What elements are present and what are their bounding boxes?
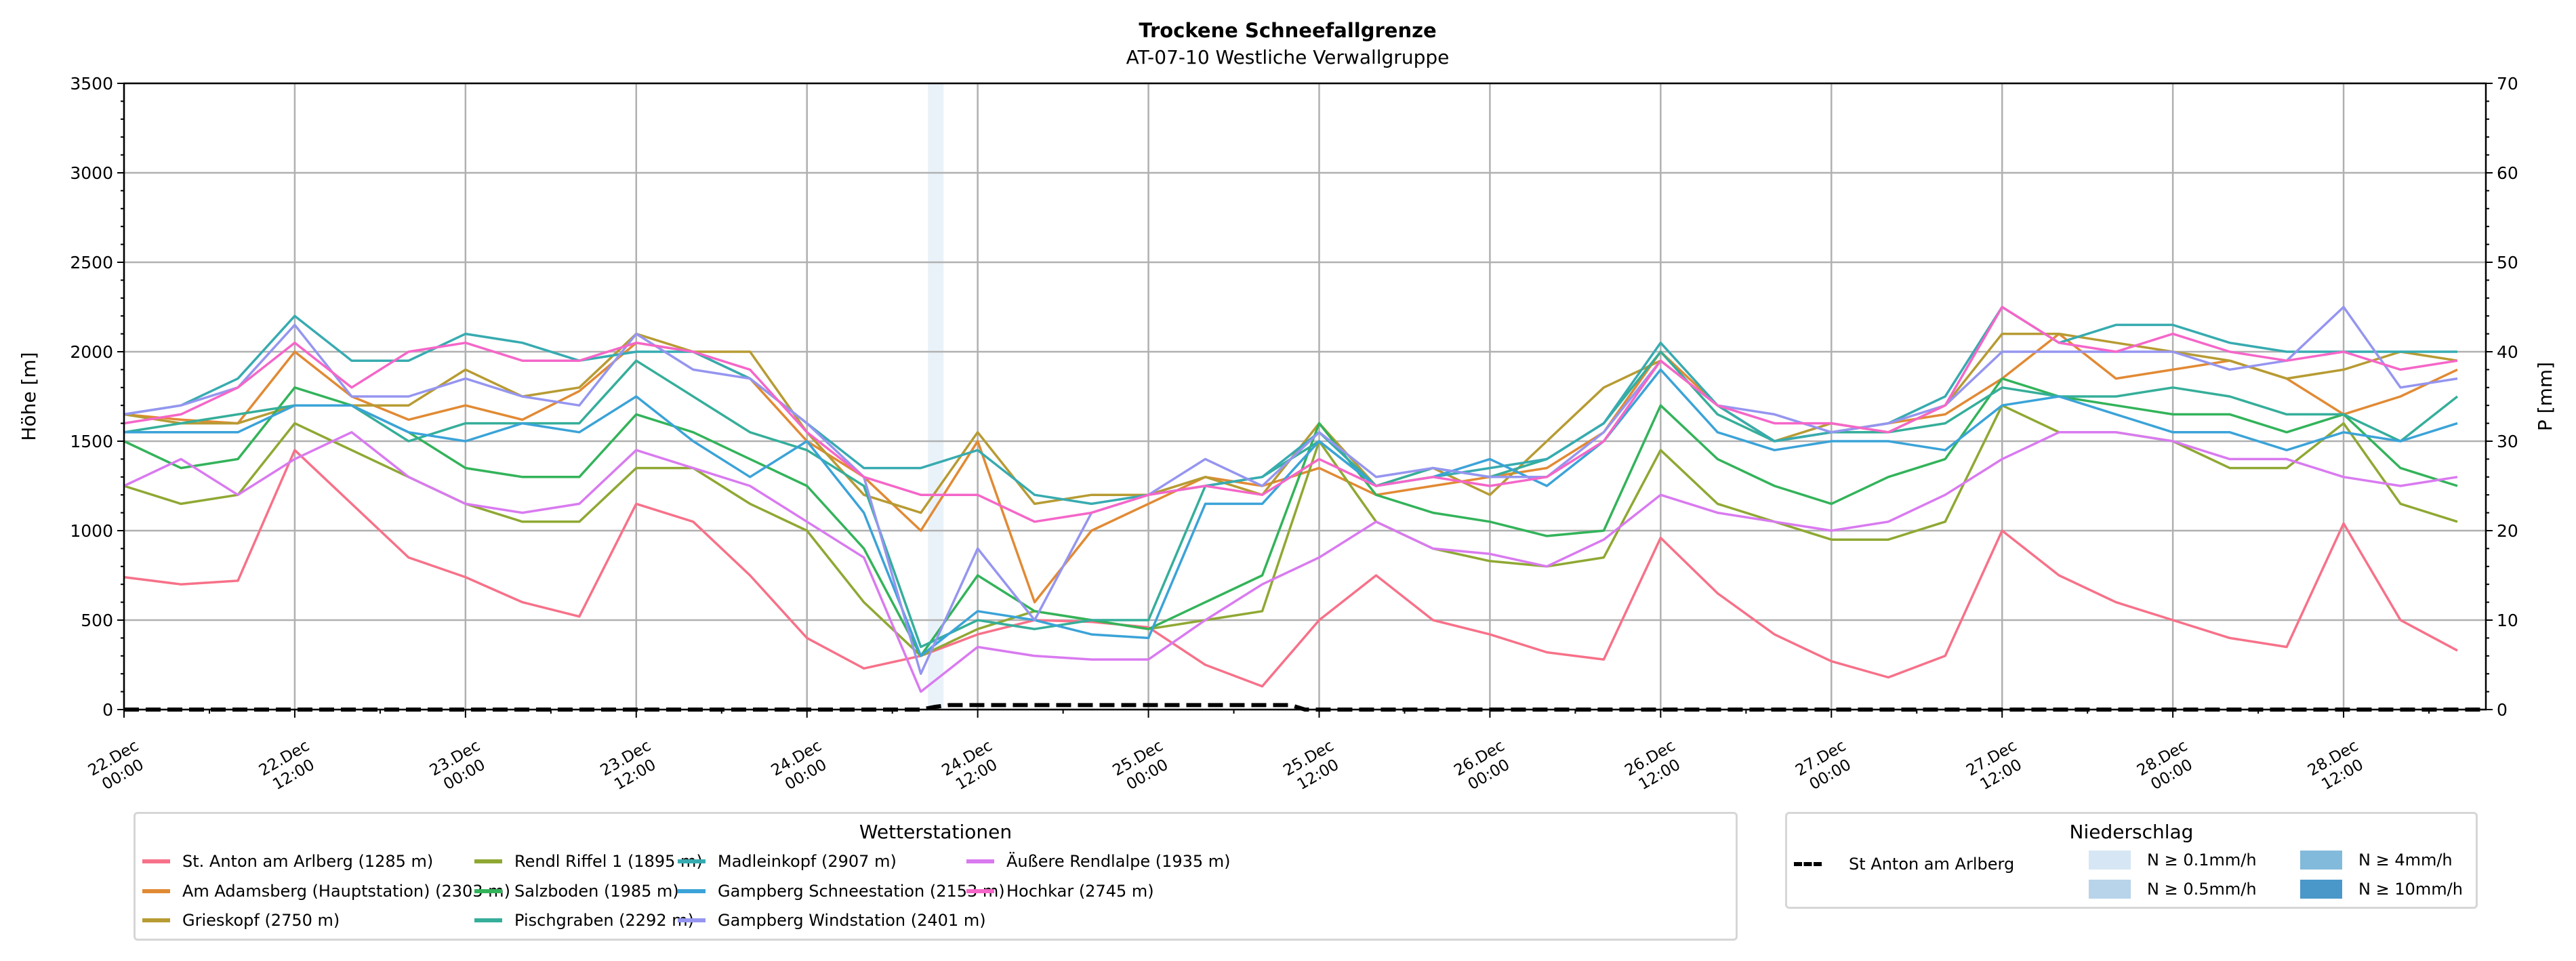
station-legend-item: Gampberg Windstation (2401 m) xyxy=(678,911,986,930)
line-swatch-icon xyxy=(966,859,994,863)
series-line xyxy=(123,377,2458,657)
precip-legend-label: St Anton am Arlberg xyxy=(1849,855,2015,874)
y-right-tick-label: 70 xyxy=(2497,74,2518,94)
station-legend-label: Madleinkopf (2907 m) xyxy=(718,852,897,871)
station-legend-label: Gampberg Schneestation (2153 m) xyxy=(718,882,1005,901)
precip-class-label: N ≥ 0.5mm/h xyxy=(2147,880,2257,899)
series-line xyxy=(124,368,2458,657)
y-tick-label: 0 xyxy=(102,700,113,720)
series-line xyxy=(123,449,2458,688)
station-legend-label: Pischgraben (2292 m) xyxy=(514,911,694,930)
dashed-line-swatch-icon xyxy=(1794,862,1822,866)
plot-frame xyxy=(123,82,2487,711)
precip-class-label: N ≥ 10mm/h xyxy=(2358,880,2463,899)
y-right-tick-label: 20 xyxy=(2497,521,2518,541)
station-legend-label: Gampberg Windstation (2401 m) xyxy=(718,911,986,930)
station-legend-label: St. Anton am Arlberg (1285 m) xyxy=(182,852,434,871)
precip-class-legend-item: N ≥ 0.1mm/h xyxy=(2089,851,2257,870)
series-line xyxy=(123,306,2458,523)
stations-legend: Wetterstationen St. Anton am Arlberg (12… xyxy=(134,812,1738,941)
y-right-tick-label: 30 xyxy=(2497,432,2518,451)
y-tick-label: 1000 xyxy=(70,521,113,541)
station-legend-label: Rendl Riffel 1 (1895 m) xyxy=(514,852,703,871)
color-patch-icon xyxy=(2089,880,2131,899)
y-tick-label: 1500 xyxy=(70,432,113,451)
station-legend-item: Rendl Riffel 1 (1895 m) xyxy=(474,852,703,871)
station-legend-label: Hochkar (2745 m) xyxy=(1006,882,1154,901)
line-swatch-icon xyxy=(142,918,170,922)
y-tick-label: 3000 xyxy=(70,163,113,183)
y-right-tick-label: 10 xyxy=(2497,611,2518,630)
y-tick-label: 500 xyxy=(81,611,113,630)
y-tick-label: 3500 xyxy=(70,74,113,94)
station-legend-label: Salzboden (1985 m) xyxy=(514,882,679,901)
y-tick-label: 2500 xyxy=(70,253,113,272)
station-legend-item: Äußere Rendlalpe (1935 m) xyxy=(966,852,1231,871)
y-right-tick-label: 40 xyxy=(2497,342,2518,362)
line-swatch-icon xyxy=(474,918,502,922)
series-line xyxy=(123,431,2458,693)
station-legend-item: St. Anton am Arlberg (1285 m) xyxy=(142,852,433,871)
precip-legend-title: Niederschlag xyxy=(2069,821,2194,843)
line-swatch-icon xyxy=(678,889,706,893)
line-swatch-icon xyxy=(678,918,706,922)
precip-shade-band xyxy=(928,83,944,710)
station-legend-item: Madleinkopf (2907 m) xyxy=(678,852,897,871)
stations-legend-title: Wetterstationen xyxy=(859,821,1013,843)
line-swatch-icon xyxy=(142,859,170,863)
y-right-tick-label: 60 xyxy=(2497,163,2518,183)
line-swatch-icon xyxy=(678,859,706,863)
y-right-tick-label: 0 xyxy=(2497,700,2508,720)
line-swatch-icon xyxy=(474,889,502,893)
station-legend-item: Hochkar (2745 m) xyxy=(966,882,1154,901)
station-legend-item: Salzboden (1985 m) xyxy=(474,882,679,901)
color-patch-icon xyxy=(2089,851,2131,870)
precip-legend: Niederschlag St Anton am Arlberg N ≥ 0.1… xyxy=(1785,812,2478,909)
y-axis-right-label: P [mm] xyxy=(2534,362,2556,431)
y-tick-label: 2000 xyxy=(70,342,113,362)
y-right-tick-label: 50 xyxy=(2497,253,2518,272)
series-line xyxy=(123,306,2458,675)
station-legend-label: Grieskopf (2750 m) xyxy=(182,911,340,930)
chart-subtitle: AT-07-10 Westliche Verwallgruppe xyxy=(1126,46,1450,68)
station-legend-item: Grieskopf (2750 m) xyxy=(142,911,340,930)
station-legend-label: Am Adamsberg (Hauptstation) (2303 m) xyxy=(182,882,510,901)
color-patch-icon xyxy=(2300,851,2342,870)
precip-class-label: N ≥ 4mm/h xyxy=(2358,851,2453,870)
series-line xyxy=(123,306,2457,506)
y-axis-label: Höhe [m] xyxy=(18,352,40,441)
precip-legend-item: St Anton am Arlberg xyxy=(1794,855,2014,874)
precip-class-legend-item: N ≥ 4mm/h xyxy=(2300,851,2453,870)
precip-class-label: N ≥ 0.1mm/h xyxy=(2147,851,2257,870)
station-legend-item: Gampberg Schneestation (2153 m) xyxy=(678,882,1005,901)
precip-class-legend-item: N ≥ 10mm/h xyxy=(2300,880,2463,899)
line-swatch-icon xyxy=(966,889,994,893)
station-legend-item: Pischgraben (2292 m) xyxy=(474,911,694,930)
station-legend-label: Äußere Rendlalpe (1935 m) xyxy=(1006,852,1231,871)
chart-title: Trockene Schneefallgrenze xyxy=(1139,19,1436,42)
color-patch-icon xyxy=(2300,880,2342,899)
line-swatch-icon xyxy=(142,889,170,893)
line-swatch-icon xyxy=(474,859,502,863)
precip-class-legend-item: N ≥ 0.5mm/h xyxy=(2089,880,2257,899)
station-legend-item: Am Adamsberg (Hauptstation) (2303 m) xyxy=(142,882,510,901)
